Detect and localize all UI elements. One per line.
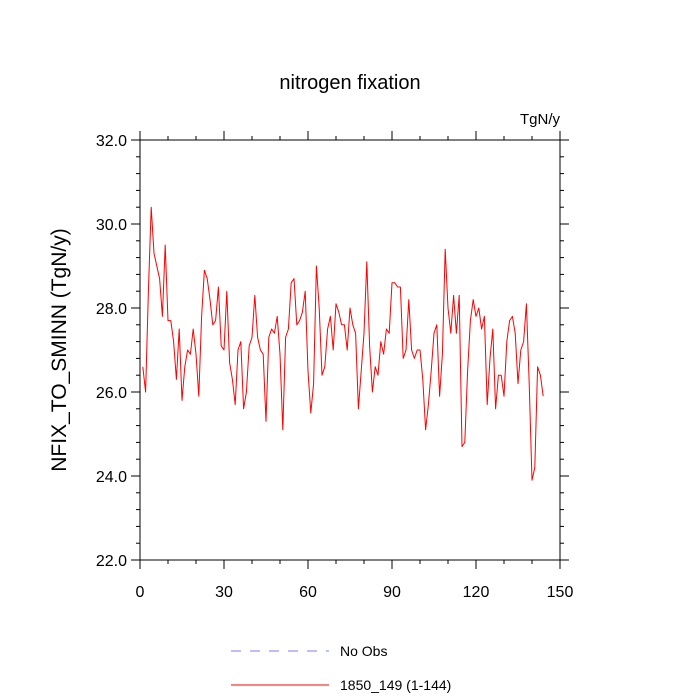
- y-axis-label: NFIX_TO_SMINN (TgN/y): [48, 228, 71, 471]
- legend: No Obs 1850_149 (1-144): [231, 643, 451, 693]
- series-line-1: [142, 206, 544, 481]
- legend-label-0: No Obs: [340, 643, 387, 659]
- x-tick-label: 90: [383, 584, 401, 601]
- legend-label-1: 1850_149 (1-144): [340, 677, 451, 693]
- x-tick-label: 0: [136, 584, 145, 601]
- x-tick-label: 30: [215, 584, 233, 601]
- y-axis-ticks: 22.0 24.0 26.0 28.0 30.0 32.0: [96, 133, 569, 570]
- x-tick-label: 60: [299, 584, 317, 601]
- plot-frame: [139, 139, 561, 561]
- y-tick-label: 22.0: [96, 553, 127, 570]
- chart-title: nitrogen fixation: [279, 72, 420, 94]
- y-tick-label: 30.0: [96, 217, 127, 234]
- y-tick-label: 26.0: [96, 385, 127, 402]
- units-label: TgN/y: [520, 111, 561, 128]
- y-tick-label: 28.0: [96, 301, 127, 318]
- series-layer: [142, 206, 544, 481]
- y-tick-label: 32.0: [96, 133, 127, 150]
- x-axis-ticks: 0 30 60 90 120 150: [136, 131, 574, 601]
- y-tick-label: 24.0: [96, 469, 127, 486]
- x-tick-label: 150: [547, 584, 574, 601]
- x-minor-ticks: [139, 136, 561, 564]
- x-tick-label: 120: [463, 584, 490, 601]
